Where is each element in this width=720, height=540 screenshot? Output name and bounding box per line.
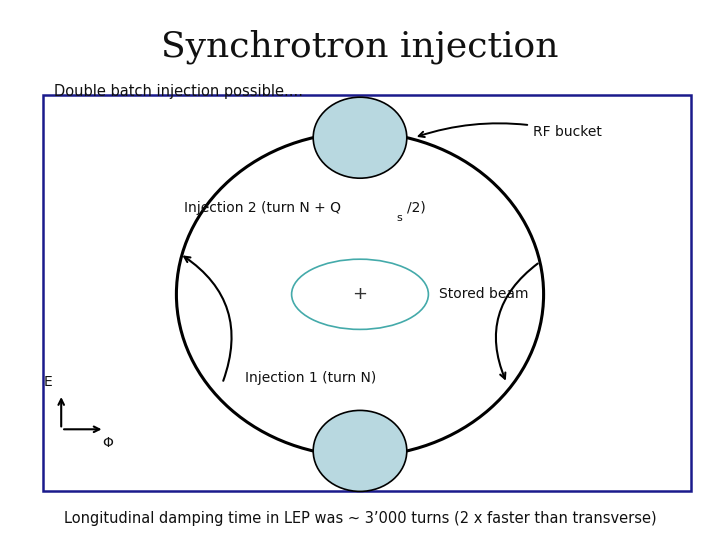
Text: Φ: Φ xyxy=(102,436,114,450)
Text: s: s xyxy=(396,213,402,222)
Text: Injection 1 (turn N): Injection 1 (turn N) xyxy=(245,371,376,385)
Text: /2): /2) xyxy=(407,201,426,215)
Text: E: E xyxy=(44,375,53,389)
Ellipse shape xyxy=(313,410,407,491)
Bar xyxy=(43,94,691,491)
Text: Synchrotron injection: Synchrotron injection xyxy=(161,30,559,64)
Text: RF bucket: RF bucket xyxy=(419,123,602,139)
Ellipse shape xyxy=(313,97,407,178)
Text: Double batch injection possible....: Double batch injection possible.... xyxy=(54,84,303,99)
Text: Stored beam: Stored beam xyxy=(439,287,528,301)
Text: +: + xyxy=(353,285,367,303)
Text: Injection 2 (turn N + Q: Injection 2 (turn N + Q xyxy=(184,201,341,215)
Ellipse shape xyxy=(292,259,428,329)
Text: Longitudinal damping time in LEP was ~ 3’000 turns (2 x faster than transverse): Longitudinal damping time in LEP was ~ 3… xyxy=(63,511,657,526)
